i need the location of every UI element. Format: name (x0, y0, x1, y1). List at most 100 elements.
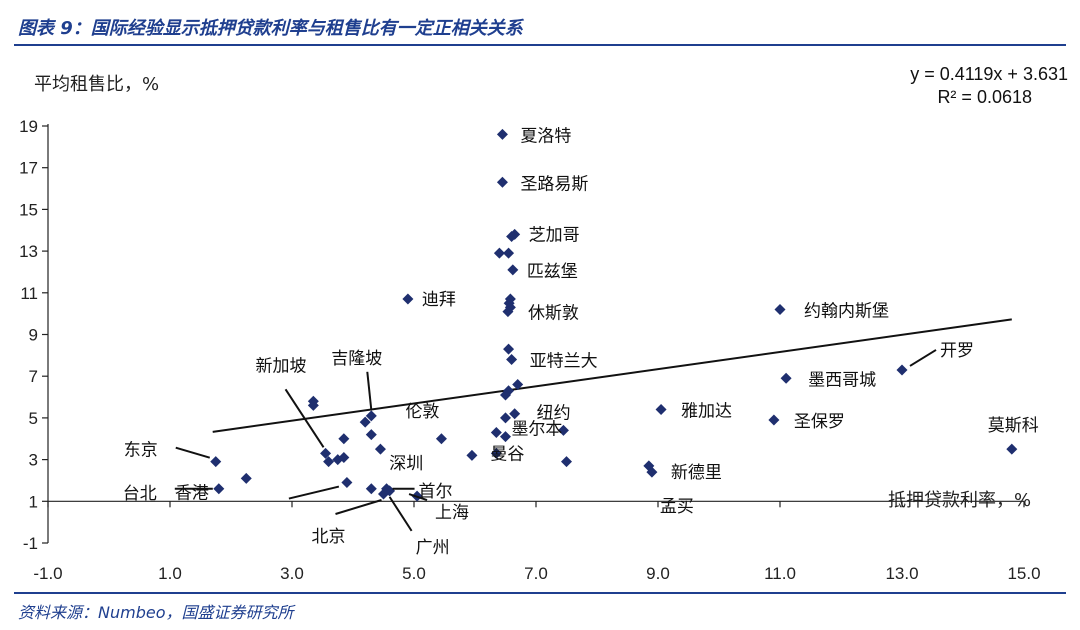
point-label: 吉隆坡 (331, 349, 382, 369)
trend-line (212, 318, 1012, 433)
data-point (500, 389, 511, 401)
x-axis-label: 抵押贷款利率，% (888, 490, 1031, 511)
point-label: 约翰内斯堡 (804, 301, 889, 321)
data-point (503, 247, 515, 259)
point-label: 莫斯科 (988, 416, 1039, 436)
data-point (493, 247, 505, 259)
point-label: 台北 (123, 484, 157, 504)
x-tick-label: 13.0 (885, 564, 918, 583)
data-point (646, 466, 658, 478)
data-point (365, 483, 377, 495)
point-label: 新加坡 (256, 356, 307, 376)
point-label: 伦敦 (405, 402, 439, 422)
y-tick-label: 15 (19, 200, 38, 219)
x-tick-label: 11.0 (764, 564, 796, 583)
data-point (381, 483, 393, 495)
y-tick-label: -1 (23, 534, 38, 553)
point-label: 夏洛特 (520, 126, 571, 146)
x-tick-label: 5.0 (402, 564, 426, 583)
point-label: 深圳 (389, 454, 423, 474)
y-tick-label: 3 (29, 451, 38, 470)
label-leader-line (388, 496, 413, 532)
point-label: 香港 (175, 484, 209, 504)
data-point (307, 399, 319, 411)
label-leader-line (284, 388, 325, 448)
point-label: 新德里 (671, 463, 722, 483)
point-label: 曼谷 (490, 444, 524, 464)
y-tick-label: 11 (20, 284, 38, 303)
data-point (466, 449, 478, 461)
y-tick-label: 13 (19, 242, 38, 261)
point-label: 孟买 (660, 497, 694, 517)
y-tick-label: 17 (19, 159, 38, 178)
x-tick-label: -1.0 (33, 564, 62, 583)
data-point (506, 354, 518, 366)
data-point (500, 412, 511, 424)
data-point (512, 379, 524, 391)
x-tick-label: 9.0 (646, 564, 670, 583)
point-label: 圣保罗 (794, 412, 845, 432)
point-label: 纽约 (537, 404, 571, 424)
data-point (210, 456, 222, 468)
point-label: 墨尔本 (511, 419, 562, 439)
data-point (1006, 443, 1018, 455)
point-label: 匹兹堡 (527, 262, 578, 282)
source-note: 资料来源：Numbeo，国盛证券研究所 (18, 603, 294, 622)
data-point (496, 128, 508, 140)
data-point (503, 343, 515, 355)
data-point (774, 303, 786, 315)
point-label: 亚特兰大 (530, 352, 598, 372)
x-tick-label: 3.0 (280, 564, 304, 583)
data-points (210, 128, 1018, 502)
trend-r-squared: R² = 0.0618 (937, 87, 1032, 107)
source-bar: 资料来源：Numbeo，国盛证券研究所 (14, 592, 1066, 624)
data-point (323, 456, 335, 468)
y-tick-label: 9 (29, 326, 38, 345)
data-point (374, 443, 386, 455)
data-point (338, 452, 350, 464)
label-leader-line (366, 371, 373, 410)
y-tick-label: 5 (29, 409, 38, 428)
y-tick-label: 7 (29, 367, 38, 386)
point-label: 雅加达 (681, 402, 732, 422)
data-point (365, 410, 377, 422)
data-point (896, 364, 908, 376)
label-leader-line (175, 446, 211, 459)
y-tick-label: 1 (29, 492, 38, 511)
data-point (359, 416, 371, 428)
x-tick-label: 1.0 (158, 564, 182, 583)
data-point (780, 372, 792, 384)
data-point (320, 447, 332, 459)
title-bar: 图表 9：国际经验显示抵押贷款利率与租售比有一定正相关关系 (14, 8, 1066, 46)
y-axis-label: 平均租售比，% (34, 74, 159, 95)
figure-title: 图表 9：国际经验显示抵押贷款利率与租售比有一定正相关关系 (18, 18, 523, 39)
data-point (561, 456, 572, 468)
point-label: 上海 (435, 503, 469, 523)
label-leader-line (408, 493, 428, 502)
data-point (240, 472, 252, 484)
data-point (490, 447, 502, 459)
x-tick-label: 7.0 (524, 564, 548, 583)
x-tick-label: 15.0 (1007, 564, 1040, 583)
data-point (490, 426, 502, 438)
data-point (402, 293, 414, 305)
point-label: 芝加哥 (529, 225, 580, 245)
point-label: 开罗 (940, 341, 974, 361)
data-point (506, 231, 518, 243)
point-label: 休斯敦 (528, 304, 579, 324)
point-label: 圣路易斯 (520, 174, 588, 194)
data-point (213, 483, 225, 495)
data-point (655, 404, 667, 416)
data-point (365, 429, 377, 441)
chart-axes (42, 124, 1025, 544)
label-leader-line (288, 485, 340, 500)
data-point (500, 431, 511, 443)
y-tick-label: 19 (19, 117, 38, 136)
point-label: 迪拜 (422, 290, 456, 310)
label-leader-line (335, 499, 382, 515)
trend-equation: y = 0.4119x + 3.631 (910, 64, 1068, 84)
data-point (496, 176, 508, 188)
